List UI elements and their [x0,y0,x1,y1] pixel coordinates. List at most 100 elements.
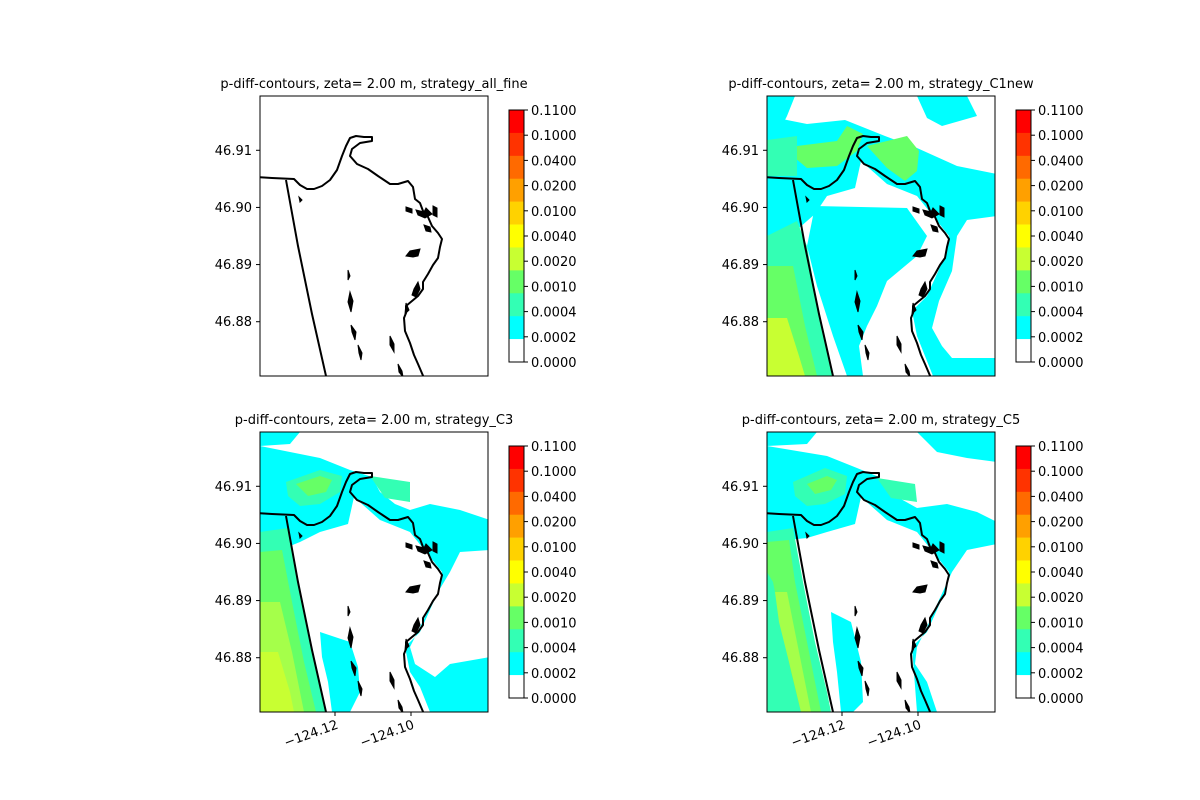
panel-4-colorbar-label: 0.0000 [1038,692,1084,707]
panel-1-island-3 [432,205,438,218]
panel-4-contour-fill-3 [917,432,995,462]
panel-2-coastline [767,135,950,376]
panel-4-colorbar-label: 0.1000 [1038,465,1084,480]
panel-1-colorbar-label: 0.0010 [531,280,577,295]
panel-3-xtick-label: −124.12 [282,718,340,751]
panel-4-xtick-label: −124.12 [789,718,847,751]
panel-3-colorbar-band [509,675,524,699]
panel-4-colorbar-band [1016,468,1031,493]
panel-1-island-6 [411,280,421,298]
panel-3-xtick-label: −124.10 [358,718,416,751]
panel-2-colorbar-band [1016,316,1031,340]
panel-3-frame [259,431,489,713]
panel-2-island-9 [854,290,861,313]
panel-4-island-8 [854,605,858,617]
panel-1-colorbar-band [509,293,524,317]
panel-3-contour-fill-1 [260,446,488,712]
panel-4-colorbar-band [1016,514,1031,538]
panel-2-island-11 [864,344,870,361]
panel-1: p-diff-contours, zeta= 2.00 m, strategy_… [215,77,577,377]
panel-4-island-11 [864,680,870,697]
panel-2-spit-line [792,179,834,376]
panel-2-ytick-label: 46.89 [722,258,759,273]
panel-3-island-14 [298,531,303,540]
panel-3-island-3 [432,541,438,554]
panel-3-island-2 [405,542,413,550]
panel-4-island-7 [911,638,917,652]
panel-3-colorbar-band [509,606,524,630]
panel-4-ytick-label: 46.88 [722,651,759,666]
panel-1-title: p-diff-contours, zeta= 2.00 m, strategy_… [220,77,527,92]
panel-4-colorbar-band [1016,652,1031,676]
panel-4-island-1 [922,543,940,555]
panel-1-island-2 [405,206,413,214]
panel-1-colorbar-label: 0.0002 [531,331,577,346]
panel-4-colorbar-label: 0.0100 [1038,541,1084,556]
panel-1-colorbar-band [509,224,524,248]
panel-2-colorbar-band [1016,293,1031,317]
panel-1-coastline [260,135,443,376]
panel-1-colorbar-label: 0.0200 [531,180,577,195]
panel-4-ytick-label: 46.91 [722,480,759,495]
panel-4-colorbar-label: 0.0004 [1038,642,1084,657]
panel-1-plot-area [260,96,488,376]
panel-4-colorbar-label: 0.0400 [1038,490,1084,505]
panel-4-island-2 [912,542,920,550]
panel-2-contour-fill-10 [767,136,797,176]
panel-4-contour-fill-8 [775,592,811,712]
panel-2-colorbar-band [1016,224,1031,248]
panel-3-island-4 [423,560,432,569]
panel-3-coastline [260,471,443,712]
panel-2-colorbar-label: 0.1000 [1038,129,1084,144]
panel-3-island-5 [405,584,421,594]
panel-2-contour-fill-7 [767,318,805,376]
panel-3-island-8 [347,605,351,617]
panel-3-contour-fill-5 [296,476,332,496]
panel-1-colorbar-label: 0.0100 [531,205,577,220]
panel-4-contour-fill-10 [807,476,837,494]
panel-4-contour-fill-7 [767,540,821,712]
panel-1-colorbar-band [509,201,524,225]
panel-2-colorbar-label: 0.1100 [1038,104,1084,119]
panel-2-colorbar-label: 0.0010 [1038,280,1084,295]
panel-1-island-8 [347,269,351,281]
panel-2-island-10 [857,324,864,341]
panel-4-colorbar-band [1016,560,1031,584]
panel-3-ytick-label: 46.90 [215,537,252,552]
panel-3-colorbar-label: 0.0100 [531,541,577,556]
panel-2-title: p-diff-contours, zeta= 2.00 m, strategy_… [728,77,1034,92]
panel-1-colorbar-label: 0.0020 [531,255,577,270]
panel-1-island-12 [389,335,395,354]
panel-3-colorbar-label: 0.0020 [531,591,577,606]
panel-3-colorbar-band [509,652,524,676]
panel-2-ytick-label: 46.91 [722,144,759,159]
panel-4-xtick-label: −124.10 [865,718,923,751]
panel-2-island-5 [912,248,928,258]
panel-3-colorbar-band [509,446,524,470]
panel-3-colorbar-label: 0.1100 [531,440,577,455]
panel-1-colorbar-label: 0.1100 [531,104,577,119]
panel-2-colorbar-label: 0.0002 [1038,331,1084,346]
panel-2-colorbar-label: 0.0004 [1038,306,1084,321]
panel-4-ytick-label: 46.90 [722,537,759,552]
panel-4-colorbar-label: 0.0200 [1038,516,1084,531]
panel-1-colorbar: 0.1100 0.1000 0.0400 0.0200 0.0100 0.0040 0.00… [508,104,577,371]
panel-3-island-13 [397,699,404,712]
panel-1-colorbar-band [509,247,524,271]
panel-1-colorbar-band [509,132,524,157]
panel-4-island-9 [854,626,861,649]
panel-2-colorbar-band [1016,270,1031,294]
panel-4-colorbar-band [1016,537,1031,561]
panel-4: p-diff-contours, zeta= 2.00 m, strategy_… [722,413,1084,751]
panel-3-colorbar-label: 0.0004 [531,642,577,657]
panel-2-island-3 [939,205,945,218]
panel-2-island-13 [904,363,911,376]
panel-2-colorbar-band [1016,132,1031,157]
panel-4-plot-area [767,432,995,712]
panel-3-colorbar-label: 0.0200 [531,516,577,531]
panel-1-ytick-label: 46.88 [215,315,252,330]
panel-2-colorbar-band [1016,339,1031,363]
panel-4-island-14 [805,531,810,540]
panel-4-island-6 [918,616,928,634]
panel-3-island-9 [347,626,354,649]
